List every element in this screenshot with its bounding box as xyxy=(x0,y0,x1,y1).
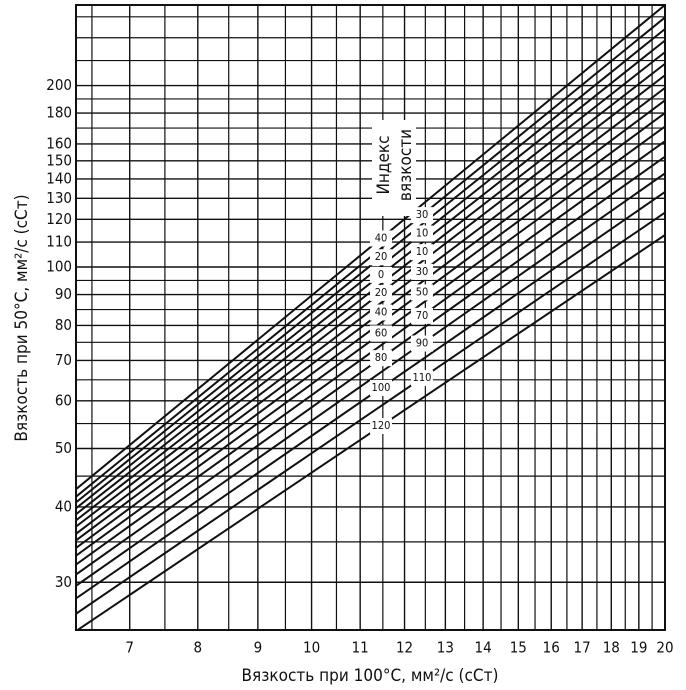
label-gap xyxy=(411,244,433,261)
line-label: 10 xyxy=(416,245,429,258)
x-tick-label: 18 xyxy=(603,639,620,657)
label-gap xyxy=(411,370,433,387)
annotation: Индекс xyxy=(374,135,394,194)
annotation: вязкости xyxy=(396,129,416,201)
y-tick-label: 50 xyxy=(55,439,72,457)
x-tick-label: 13 xyxy=(437,639,454,657)
viscosity-index-line xyxy=(76,5,665,490)
y-tick-label: 90 xyxy=(55,285,72,303)
plot-area xyxy=(76,5,665,630)
viscosity-index-line xyxy=(76,28,665,504)
y-tick-label: 70 xyxy=(55,351,72,369)
x-tick-label: 11 xyxy=(352,639,369,657)
x-tick-label: 16 xyxy=(543,639,560,657)
y-tick-label: 160 xyxy=(46,134,72,152)
y-tick-label: 110 xyxy=(46,233,72,251)
label-gap xyxy=(370,304,392,321)
y-axis-label: Вязкость при 50°С, мм²/с (сСт) xyxy=(12,194,32,441)
label-gap xyxy=(411,307,433,324)
line-label: 60 xyxy=(375,326,388,339)
viscosity-index-line xyxy=(76,172,665,587)
line-label: 110 xyxy=(413,371,432,384)
y-tick-label: 140 xyxy=(46,169,72,187)
line-label: 100 xyxy=(372,381,391,394)
annotation-bg xyxy=(372,120,416,216)
y-tick-label: 180 xyxy=(46,104,72,122)
y-tick-label: 150 xyxy=(46,151,72,169)
x-tick-label: 14 xyxy=(475,639,492,657)
line-label: 30 xyxy=(416,265,429,278)
y-tick-label: 60 xyxy=(55,391,72,409)
viscosity-index-line xyxy=(76,51,665,516)
line-label: 40 xyxy=(375,306,388,319)
y-tick-label: 130 xyxy=(46,189,72,207)
label-gap xyxy=(411,225,433,242)
line-label: 20 xyxy=(375,286,388,299)
line-label: 120 xyxy=(372,419,391,432)
y-tick-label: 100 xyxy=(46,258,72,276)
label-gap xyxy=(370,266,392,283)
line-label: 10 xyxy=(416,226,429,239)
line-label: 50 xyxy=(416,285,429,298)
label-gap xyxy=(411,263,433,280)
x-axis-label: Вязкость при 100°С, мм²/с (сСт) xyxy=(242,666,499,686)
x-tick-label: 9 xyxy=(254,639,263,657)
x-tick-label: 8 xyxy=(194,639,203,657)
x-tick-label: 12 xyxy=(396,639,413,657)
label-gap xyxy=(370,379,392,396)
label-gap xyxy=(370,350,392,367)
viscosity-index-line xyxy=(76,211,665,615)
x-tick-label: 10 xyxy=(303,639,320,657)
x-tick-label: 17 xyxy=(574,639,591,657)
x-tick-label: 15 xyxy=(510,639,527,657)
line-label: 30 xyxy=(416,208,429,221)
line-label: 40 xyxy=(375,231,388,244)
y-tick-label: 40 xyxy=(55,497,72,515)
x-tick-label: 20 xyxy=(656,639,673,657)
y-tick-label: 80 xyxy=(55,316,72,334)
x-tick-label: 19 xyxy=(630,639,647,657)
line-label: 20 xyxy=(375,250,388,263)
line-label: 80 xyxy=(375,351,388,364)
y-tick-label: 120 xyxy=(46,210,72,228)
line-label: 90 xyxy=(416,337,429,350)
y-tick-label: 30 xyxy=(55,573,72,591)
x-tick-label: 7 xyxy=(125,639,134,657)
line-label: 0 xyxy=(378,268,384,281)
label-gap xyxy=(370,284,392,301)
label-gap xyxy=(370,325,392,342)
line-label: 70 xyxy=(416,309,429,322)
label-gap xyxy=(411,284,433,301)
label-gap xyxy=(411,335,433,352)
label-gap xyxy=(411,207,433,224)
label-gap xyxy=(370,230,392,247)
viscosity-index-line xyxy=(76,74,665,528)
y-tick-label: 200 xyxy=(46,76,72,94)
label-gap xyxy=(370,417,392,434)
plot-frame xyxy=(75,4,666,631)
label-gap xyxy=(370,249,392,266)
